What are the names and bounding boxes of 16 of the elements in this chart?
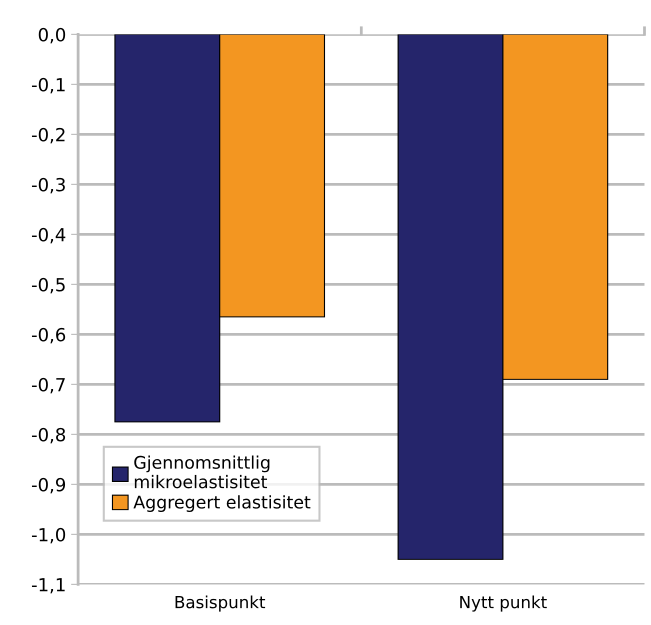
x-tick-label: Basispunkt <box>176 595 266 612</box>
legend-label: Aggregert elastisitet <box>133 495 310 512</box>
y-tick-label: -1,0 <box>32 528 66 544</box>
y-tick-label: -0,2 <box>32 128 65 144</box>
y-tick-label: -0,3 <box>32 178 65 194</box>
y-tick-label: -0,1 <box>32 78 65 94</box>
legend-label: Gjennomsnittlig mikroelastisitet <box>134 455 270 488</box>
y-tick-label: 0,0 <box>38 28 66 44</box>
y-tick-label: -0,5 <box>32 278 65 294</box>
y-tick-label: -0,6 <box>32 328 66 344</box>
y-tick-label: -0,8 <box>32 428 66 444</box>
y-tick-label: -0,4 <box>32 228 66 244</box>
y-tick-label: -1,1 <box>32 578 65 594</box>
y-tick-label: -0,7 <box>32 378 65 394</box>
y-tick-label: -0,9 <box>32 478 66 494</box>
x-tick-label: Nytt punkt <box>460 595 547 612</box>
